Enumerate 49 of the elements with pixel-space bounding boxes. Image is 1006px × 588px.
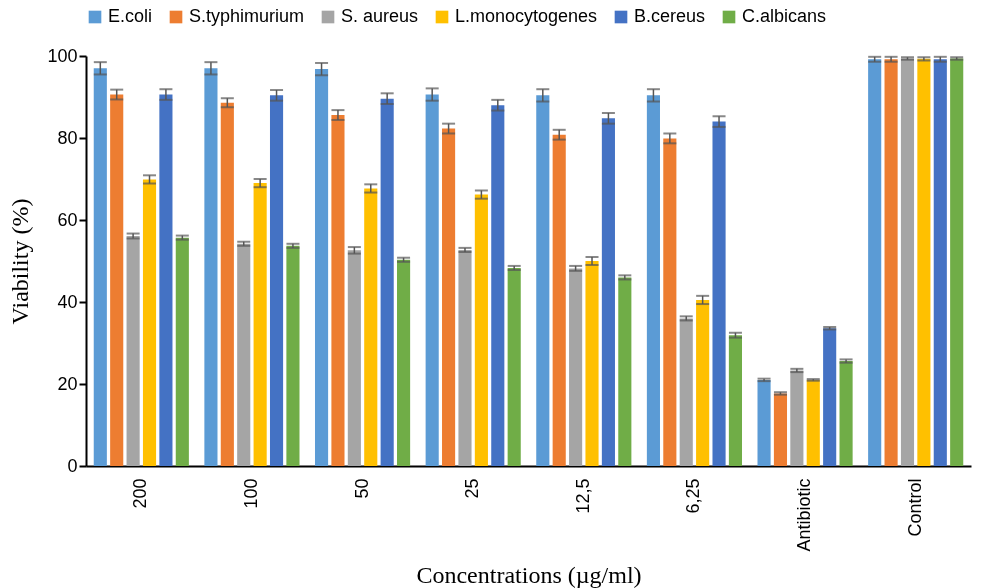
legend-label: C.albicans	[742, 6, 827, 26]
bar	[380, 98, 394, 466]
y-tick-label: 0	[67, 455, 78, 476]
x-axis-title: Concentrations (µg/ml)	[416, 561, 642, 588]
bar	[646, 95, 660, 466]
y-tick-label: 80	[57, 127, 78, 148]
bar	[663, 138, 677, 466]
legend-label: B.cereus	[634, 6, 706, 26]
x-tick-label: 100	[240, 478, 261, 509]
bar	[806, 379, 820, 466]
bar	[331, 115, 345, 466]
bar	[585, 261, 599, 466]
bar	[253, 183, 267, 466]
bar	[204, 68, 218, 466]
bar	[900, 58, 915, 466]
bar	[917, 58, 931, 466]
x-tick-label: 50	[351, 478, 372, 499]
x-tick-label: 12,5	[572, 478, 593, 514]
bar	[425, 94, 439, 466]
bar	[491, 105, 505, 466]
bar	[552, 134, 566, 466]
bar	[757, 379, 771, 466]
legend-label: S.typhimurium	[189, 6, 305, 26]
bar	[442, 128, 456, 466]
legend-label: S. aureus	[341, 6, 419, 26]
y-tick-label: 20	[57, 373, 78, 394]
bar	[839, 361, 853, 466]
y-tick-label: 40	[57, 291, 78, 312]
x-tick-label: 200	[130, 478, 151, 509]
bar	[773, 393, 788, 466]
x-tick-label: Antibiotic	[794, 478, 815, 552]
bar	[536, 95, 550, 466]
bar	[314, 69, 329, 466]
legend-label: L.monocytogenes	[455, 6, 598, 26]
x-tick-label: 25	[462, 478, 483, 499]
y-tick-label: 100	[47, 45, 78, 66]
x-tick-label: Control	[904, 478, 925, 537]
bar	[93, 68, 107, 466]
x-tick-label: 6,25	[683, 478, 704, 514]
bar	[712, 121, 726, 466]
bar	[269, 95, 284, 466]
legend-label: E.coli	[108, 6, 153, 26]
bar	[110, 94, 124, 466]
bar	[601, 118, 615, 466]
y-axis-title: Viability (%)	[7, 198, 34, 325]
bar	[823, 328, 837, 466]
y-tick-label: 60	[57, 209, 78, 230]
bar	[950, 58, 964, 466]
bar	[159, 94, 173, 466]
